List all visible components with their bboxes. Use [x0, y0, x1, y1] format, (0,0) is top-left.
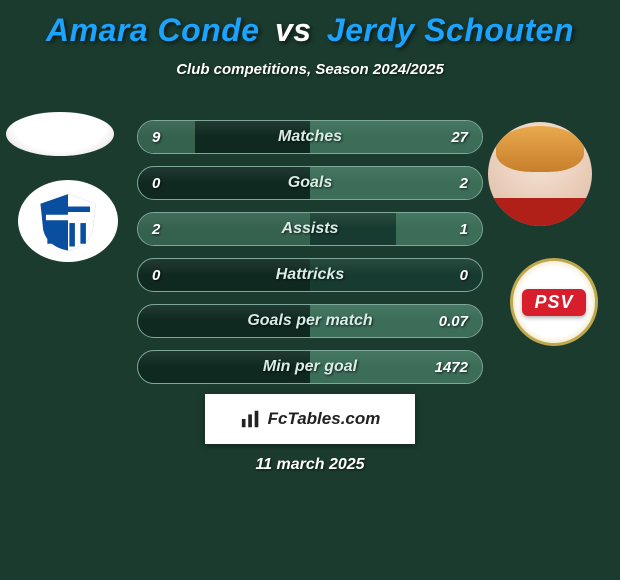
stat-label: Assists — [138, 213, 482, 245]
chart-icon — [240, 408, 262, 430]
stat-label: Hattricks — [138, 259, 482, 291]
stat-label: Goals per match — [138, 305, 482, 337]
stat-row-hattricks: 00Hattricks — [137, 258, 483, 292]
stat-label: Matches — [138, 121, 482, 153]
heerenveen-shield-icon — [33, 190, 103, 252]
site-badge[interactable]: FcTables.com — [205, 394, 415, 444]
player1-name: Amara Conde — [46, 12, 260, 48]
player2-name: Jerdy Schouten — [327, 12, 574, 48]
comparison-card: Amara Conde vs Jerdy Schouten Club compe… — [0, 0, 620, 580]
player1-club-logo — [18, 180, 118, 262]
subtitle: Club competitions, Season 2024/2025 — [0, 61, 620, 78]
player2-avatar — [488, 122, 592, 226]
stat-row-goals: 02Goals — [137, 166, 483, 200]
site-name: FcTables.com — [268, 409, 381, 429]
date-label: 11 march 2025 — [0, 456, 620, 474]
stat-label: Goals — [138, 167, 482, 199]
psv-badge-text: PSV — [522, 289, 585, 316]
stat-label: Min per goal — [138, 351, 482, 383]
title-row: Amara Conde vs Jerdy Schouten — [0, 0, 620, 49]
player2-club-logo: PSV — [510, 258, 598, 346]
stat-row-goals-per-match: 0.07Goals per match — [137, 304, 483, 338]
stat-bars: 927Matches 02Goals 21Assists 00Hattricks 0.0… — [137, 120, 483, 396]
stat-row-matches: 927Matches — [137, 120, 483, 154]
stat-row-min-per-goal: 1472Min per goal — [137, 350, 483, 384]
title-vs: vs — [275, 12, 312, 48]
player1-avatar — [6, 112, 114, 156]
stat-row-assists: 21Assists — [137, 212, 483, 246]
